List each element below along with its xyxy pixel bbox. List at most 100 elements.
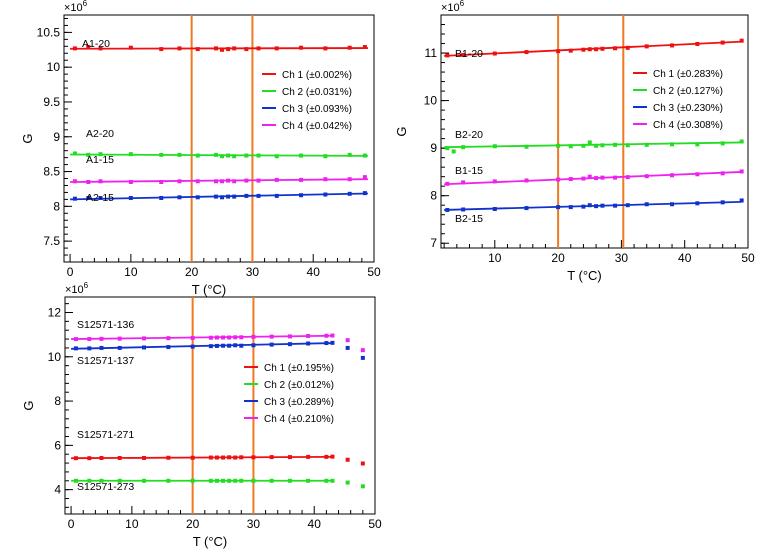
data-point [73, 456, 78, 461]
data-point [195, 195, 200, 200]
data-point [87, 346, 92, 351]
data-point [330, 478, 335, 483]
legend-entry: Ch 4 (±0.210%) [264, 414, 334, 425]
data-point [251, 334, 256, 339]
data-point [324, 333, 329, 338]
x-tick-label: 0 [67, 265, 74, 279]
data-point [99, 478, 104, 483]
data-point [587, 203, 592, 208]
data-point [600, 46, 605, 51]
data-point [739, 139, 744, 144]
data-point [581, 47, 586, 52]
data-point [232, 194, 237, 199]
data-point [461, 145, 466, 150]
data-point [233, 343, 238, 348]
y-tick-label: 9 [53, 130, 60, 144]
series-annotation: B2-15 [455, 213, 483, 225]
data-point [324, 478, 329, 483]
fit-line [70, 178, 368, 183]
data-point [625, 143, 630, 148]
data-point [524, 206, 529, 211]
data-point [594, 143, 599, 148]
data-point [177, 46, 182, 51]
data-point [362, 153, 367, 158]
x-tick-label: 40 [678, 251, 692, 265]
data-point [556, 177, 561, 182]
data-point [99, 336, 104, 341]
data-point [613, 175, 618, 180]
series-3 [71, 340, 365, 360]
data-point [214, 335, 219, 340]
data-point [524, 144, 529, 149]
data-point [166, 478, 171, 483]
y-tick-label: 8 [430, 189, 437, 203]
x-tick-label: 0 [68, 517, 75, 531]
x-tick-label: 30 [246, 265, 260, 279]
series-annotation: S12571-273 [77, 481, 134, 493]
y-tick-label: 10.5 [37, 25, 61, 39]
data-point [208, 455, 213, 460]
data-point [360, 461, 365, 466]
series-1 [444, 38, 744, 58]
series-annotation: B2-20 [455, 129, 483, 141]
data-point [226, 153, 231, 158]
data-point [166, 336, 171, 341]
y-tick-label: 10 [424, 94, 438, 108]
fit-line [70, 153, 368, 157]
plot-frame [440, 14, 749, 249]
data-point [227, 455, 232, 460]
data-point [159, 195, 164, 200]
data-point [220, 195, 225, 200]
data-point [221, 478, 226, 483]
data-point [324, 454, 329, 459]
data-point [128, 195, 133, 200]
data-point [695, 201, 700, 206]
data-point [451, 149, 456, 154]
data-point [99, 345, 104, 350]
data-point [739, 38, 744, 43]
data-point [524, 178, 529, 183]
plot-frame [64, 296, 376, 515]
data-point [330, 333, 335, 338]
x-tick-label: 10 [125, 517, 139, 531]
data-point [594, 204, 599, 209]
legend-entry: Ch 4 (±0.308%) [653, 120, 723, 131]
x-axis-title: T (°C) [192, 282, 227, 297]
data-point [445, 207, 450, 212]
data-point [695, 142, 700, 147]
data-point [86, 45, 91, 50]
fit-line [70, 47, 368, 50]
data-point [269, 334, 274, 339]
data-point [98, 46, 103, 51]
legend: Ch 1 (±0.195%) Ch 2 (±0.012%) Ch 3 (±0.289… [244, 363, 334, 425]
data-point [594, 176, 599, 181]
data-point [324, 341, 329, 346]
data-point [299, 177, 304, 182]
data-point [461, 207, 466, 212]
data-point [306, 454, 311, 459]
data-point [287, 334, 292, 339]
data-point [613, 46, 618, 51]
data-point [568, 144, 573, 149]
data-point [274, 154, 279, 159]
fit-line [71, 342, 333, 350]
data-point [72, 151, 77, 156]
data-point [720, 40, 725, 45]
data-point [87, 456, 92, 461]
data-point [299, 193, 304, 198]
data-point [461, 180, 466, 185]
data-point [117, 455, 122, 460]
data-point [670, 142, 675, 147]
data-point [587, 140, 592, 145]
data-point [581, 143, 586, 148]
y-tick-label: 11 [425, 46, 438, 60]
data-point [226, 194, 231, 199]
data-point [625, 175, 630, 180]
data-point [644, 44, 649, 49]
data-point [600, 143, 605, 148]
data-point [445, 53, 450, 58]
data-point [587, 174, 592, 179]
series-3 [444, 198, 744, 212]
y-multiplier-label: ×106 [441, 0, 465, 14]
